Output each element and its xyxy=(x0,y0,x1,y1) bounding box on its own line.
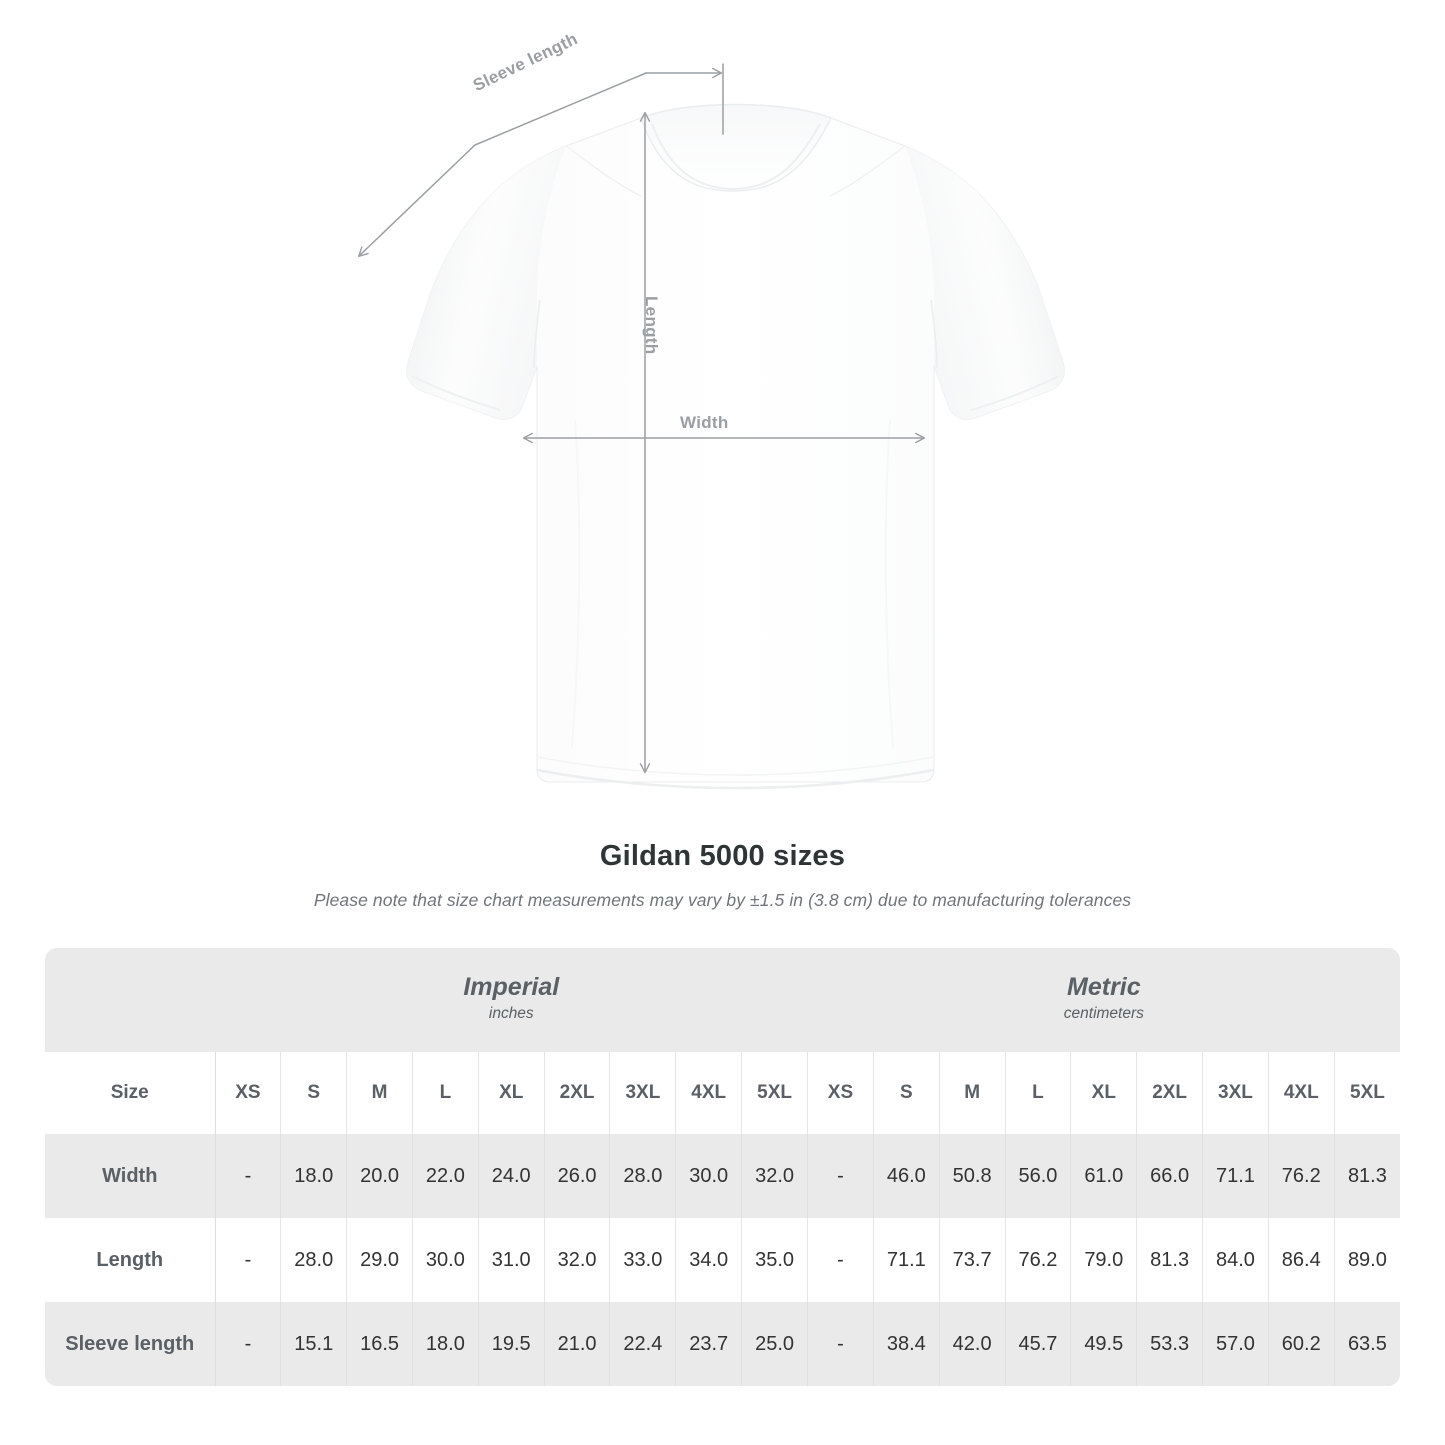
unit-group-subtitle: inches xyxy=(488,1004,534,1022)
size-header-imperial-3xl: 3XL xyxy=(609,1052,677,1134)
cell-length-metric-xl: 79.0 xyxy=(1070,1218,1138,1302)
size-header-metric-l: L xyxy=(1005,1052,1072,1134)
cell-length-metric-4xl: 86.4 xyxy=(1268,1218,1335,1302)
page-title: Gildan 5000 sizes xyxy=(599,840,846,872)
table-row: Length -28.0 29.0 30.0 31.0 32.0 33.0 34.0 35.0-… xyxy=(45,1218,1401,1302)
cell-length-metric-xs: - xyxy=(807,1218,874,1302)
size-header-metric-2xl: 2XL xyxy=(1136,1052,1204,1134)
cell-sleeve-length-imperial-m: 16.5 xyxy=(346,1302,413,1386)
unit-group-subtitle: centimeters xyxy=(1063,1004,1144,1022)
unit-group-metric: Metric centimeters xyxy=(807,948,1401,1052)
cell-width-metric-3xl: 71.1 xyxy=(1202,1134,1269,1218)
cell-length-metric-2xl: 81.3 xyxy=(1136,1218,1204,1302)
size-header-imperial-4xl: 4XL xyxy=(675,1052,743,1134)
cell-width-imperial-xl: 24.0 xyxy=(478,1134,545,1218)
size-header-metric-3xl: 3XL xyxy=(1202,1052,1269,1134)
cell-width-imperial-l: 22.0 xyxy=(412,1134,479,1218)
cell-length-imperial-l: 30.0 xyxy=(412,1218,479,1302)
size-header-imperial-xl: XL xyxy=(478,1052,545,1134)
table-row: Sleeve length -15.1 16.5 18.0 19.5 21.0 22.4 23… xyxy=(45,1302,1401,1386)
cell-sleeve-length-imperial-l: 18.0 xyxy=(412,1302,479,1386)
table-row: Width -18.0 20.0 22.0 24.0 26.0 28.0 30.0 32.0-4… xyxy=(45,1134,1401,1218)
cell-length-metric-l: 76.2 xyxy=(1005,1218,1072,1302)
cell-sleeve-length-metric-xl: 49.5 xyxy=(1070,1302,1138,1386)
cell-length-metric-m: 73.7 xyxy=(939,1218,1006,1302)
size-header-imperial-m: M xyxy=(346,1052,413,1134)
unit-group-name: Imperial xyxy=(463,973,560,1002)
cell-length-imperial-xs: - xyxy=(215,1218,282,1302)
unit-banner-row: Imperial inches Metric centimeters xyxy=(45,948,1401,1052)
size-header-imperial-5xl: 5XL xyxy=(741,1052,809,1134)
cell-width-imperial-3xl: 28.0 xyxy=(609,1134,677,1218)
cell-length-imperial-3xl: 33.0 xyxy=(609,1218,677,1302)
cell-sleeve-length-imperial-4xl: 23.7 xyxy=(675,1302,743,1386)
cell-sleeve-length-metric-4xl: 60.2 xyxy=(1268,1302,1335,1386)
cell-length-metric-3xl: 84.0 xyxy=(1202,1218,1269,1302)
size-header-imperial-xs: XS xyxy=(215,1052,282,1134)
size-header-imperial-s: S xyxy=(280,1052,348,1134)
size-header-metric-s: S xyxy=(873,1052,940,1134)
cell-length-metric-5xl: 89.0 xyxy=(1334,1218,1401,1302)
size-header-imperial-l: L xyxy=(412,1052,479,1134)
cell-width-imperial-xs: - xyxy=(215,1134,282,1218)
cell-width-imperial-m: 20.0 xyxy=(346,1134,413,1218)
row-label-sleeve-length: Sleeve length xyxy=(45,1302,216,1386)
cell-width-imperial-s: 18.0 xyxy=(280,1134,348,1218)
size-chart-table-wrapper: Imperial inches Metric centimeters Size XS S M L… xyxy=(45,948,1401,1386)
unit-banner-spacer xyxy=(45,948,215,1052)
cell-sleeve-length-imperial-xl: 19.5 xyxy=(478,1302,545,1386)
cell-sleeve-length-imperial-2xl: 21.0 xyxy=(544,1302,611,1386)
cell-length-imperial-2xl: 32.0 xyxy=(544,1218,611,1302)
cell-length-imperial-4xl: 34.0 xyxy=(675,1218,743,1302)
length-dimension-label: Length xyxy=(642,296,661,355)
shirt-shape xyxy=(406,103,1065,790)
size-header-metric-4xl: 4XL xyxy=(1268,1052,1335,1134)
cell-width-metric-l: 56.0 xyxy=(1005,1134,1072,1218)
cell-width-imperial-2xl: 26.0 xyxy=(544,1134,611,1218)
cell-width-metric-2xl: 66.0 xyxy=(1136,1134,1204,1218)
cell-length-metric-s: 71.1 xyxy=(873,1218,940,1302)
cell-sleeve-length-metric-5xl: 63.5 xyxy=(1334,1302,1401,1386)
cell-sleeve-length-metric-xs: - xyxy=(807,1302,874,1386)
size-header-metric-m: M xyxy=(939,1052,1006,1134)
cell-sleeve-length-metric-2xl: 53.3 xyxy=(1136,1302,1204,1386)
size-header-metric-xs: XS xyxy=(807,1052,874,1134)
tshirt-diagram: Sleeve length Length Width xyxy=(358,29,1065,790)
width-dimension-label: Width xyxy=(680,413,729,432)
cell-length-imperial-5xl: 35.0 xyxy=(741,1218,809,1302)
cell-length-imperial-xl: 31.0 xyxy=(478,1218,545,1302)
tolerance-note: Please note that size chart measurements… xyxy=(313,890,1132,910)
cell-width-metric-4xl: 76.2 xyxy=(1268,1134,1335,1218)
cell-sleeve-length-imperial-3xl: 22.4 xyxy=(609,1302,677,1386)
title-block: Gildan 5000 sizes Please note that size … xyxy=(0,840,1445,911)
size-header-row: Size XS S M L XL 2XL 3XL 4XL 5XL XS S M L XL 2XL 3XL 4XL 5… xyxy=(45,1052,1401,1134)
size-chart-table: Imperial inches Metric centimeters Size XS S M L… xyxy=(45,948,1401,1386)
row-label-length: Length xyxy=(45,1218,216,1302)
cell-width-metric-s: 46.0 xyxy=(873,1134,940,1218)
cell-sleeve-length-imperial-5xl: 25.0 xyxy=(741,1302,809,1386)
size-header-imperial-2xl: 2XL xyxy=(544,1052,611,1134)
cell-sleeve-length-metric-s: 38.4 xyxy=(873,1302,940,1386)
cell-sleeve-length-metric-l: 45.7 xyxy=(1005,1302,1072,1386)
tshirt-illustration xyxy=(358,63,1065,790)
cell-length-imperial-m: 29.0 xyxy=(346,1218,413,1302)
cell-sleeve-length-metric-3xl: 57.0 xyxy=(1202,1302,1269,1386)
size-column-header: Size xyxy=(45,1052,216,1134)
cell-length-imperial-s: 28.0 xyxy=(280,1218,348,1302)
size-header-metric-xl: XL xyxy=(1070,1052,1138,1134)
cell-width-metric-xs: - xyxy=(807,1134,874,1218)
cell-sleeve-length-metric-m: 42.0 xyxy=(939,1302,1006,1386)
unit-group-name: Metric xyxy=(1067,973,1141,1002)
row-label-width: Width xyxy=(45,1134,216,1218)
cell-width-metric-5xl: 81.3 xyxy=(1334,1134,1401,1218)
cell-width-metric-m: 50.8 xyxy=(939,1134,1006,1218)
unit-group-imperial: Imperial inches xyxy=(215,948,808,1052)
cell-width-imperial-5xl: 32.0 xyxy=(741,1134,809,1218)
dimension-lines xyxy=(358,63,926,774)
size-header-metric-5xl: 5XL xyxy=(1334,1052,1401,1134)
cell-width-imperial-4xl: 30.0 xyxy=(675,1134,743,1218)
cell-sleeve-length-imperial-s: 15.1 xyxy=(280,1302,348,1386)
cell-sleeve-length-imperial-xs: - xyxy=(215,1302,282,1386)
cell-width-metric-xl: 61.0 xyxy=(1070,1134,1138,1218)
